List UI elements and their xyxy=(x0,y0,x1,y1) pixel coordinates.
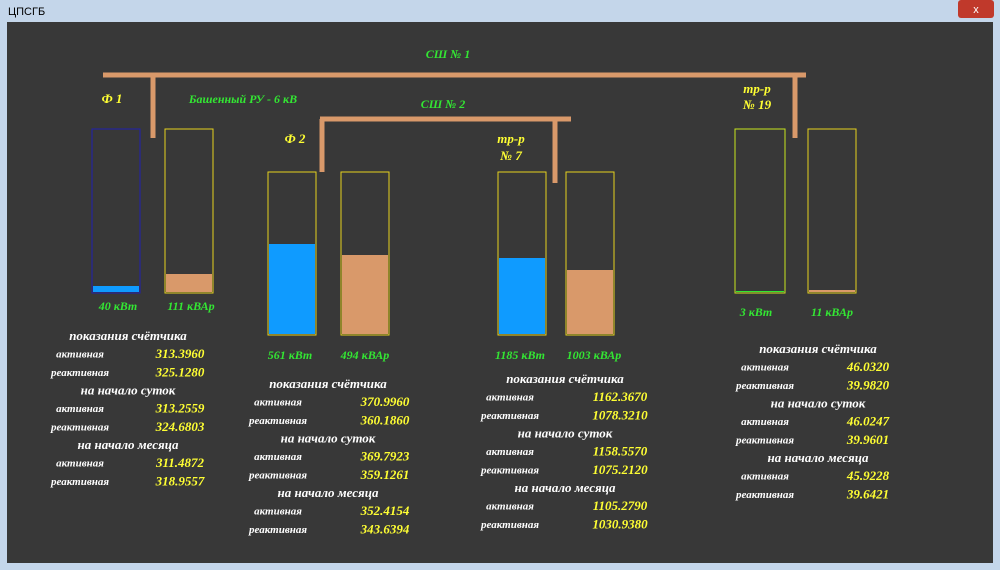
section-title: на начало месяца xyxy=(768,450,869,465)
close-icon: x xyxy=(973,4,979,16)
section-title: на начало месяца xyxy=(78,437,179,452)
gauge-fill xyxy=(342,255,388,334)
row-value: 325.1280 xyxy=(155,364,205,379)
gauge-fill xyxy=(809,290,855,292)
row-label: активная xyxy=(486,501,534,513)
gauge xyxy=(91,128,141,294)
row-label: активная xyxy=(254,451,302,463)
gauge xyxy=(164,128,214,294)
row-label: реактивная xyxy=(50,476,109,488)
gauge-label: 111 кВАр xyxy=(167,299,214,313)
section-title: на начало суток xyxy=(81,383,176,398)
gauge xyxy=(565,171,615,336)
feeder-label: Ф 2 xyxy=(285,131,306,146)
gauge-fill xyxy=(736,291,784,292)
gauge-label: 40 кВт xyxy=(98,299,138,313)
transformer-label: № 7 xyxy=(499,148,522,163)
row-label: активная xyxy=(56,349,104,361)
row-value: 1105.2790 xyxy=(593,498,648,513)
transformer-label: тр-р xyxy=(743,81,771,96)
row-value: 1162.3670 xyxy=(593,389,648,404)
section-title: показания счётчика xyxy=(269,376,387,391)
row-label: реактивная xyxy=(248,524,307,536)
gauge xyxy=(734,128,786,294)
row-label: реактивная xyxy=(735,434,794,446)
row-value: 359.1261 xyxy=(360,467,410,482)
row-value: 343.6394 xyxy=(360,521,410,536)
row-value: 39.9820 xyxy=(846,377,890,392)
gauge xyxy=(340,171,390,336)
section-title: показания счётчика xyxy=(759,341,877,356)
row-value: 318.9557 xyxy=(155,473,205,488)
row-value: 39.9601 xyxy=(846,432,889,447)
station-label: Башенный РУ - 6 кВ xyxy=(188,92,297,106)
row-label: активная xyxy=(741,362,789,374)
row-label: реактивная xyxy=(50,367,109,379)
gauge xyxy=(807,128,857,294)
row-label: активная xyxy=(486,392,534,404)
gauge-label: 11 кВАр xyxy=(811,305,853,319)
row-label: реактивная xyxy=(248,469,307,481)
window-title: ЦПСГБ xyxy=(8,6,45,18)
row-label: реактивная xyxy=(480,410,539,422)
row-label: активная xyxy=(254,397,302,409)
row-label: реактивная xyxy=(480,464,539,476)
row-label: активная xyxy=(254,506,302,518)
row-value: 1078.3210 xyxy=(592,407,648,422)
row-value: 313.2559 xyxy=(155,401,205,416)
gauge xyxy=(497,171,547,336)
section-title: на начало месяца xyxy=(278,485,379,500)
row-label: реактивная xyxy=(50,421,109,433)
row-label: реактивная xyxy=(248,415,307,427)
transformer-label: тр-р xyxy=(497,131,525,146)
row-value: 369.7923 xyxy=(360,449,410,464)
row-value: 46.0247 xyxy=(846,414,890,429)
gauge-fill xyxy=(269,244,315,334)
row-label: активная xyxy=(56,403,104,415)
gauge-fill xyxy=(166,274,212,292)
gauge-label: 561 кВт xyxy=(268,348,313,362)
gauge-fill xyxy=(567,270,613,334)
row-value: 352.4154 xyxy=(360,503,410,518)
gauge-label: 1003 кВАр xyxy=(567,348,622,362)
close-button[interactable] xyxy=(958,0,994,18)
row-value: 45.9228 xyxy=(846,468,890,483)
row-label: реактивная xyxy=(480,519,539,531)
row-value: 46.0320 xyxy=(846,359,890,374)
row-value: 1030.9380 xyxy=(592,516,648,531)
row-label: реактивная xyxy=(735,489,794,501)
section-title: на начало суток xyxy=(771,396,866,411)
feeder-label: Ф 1 xyxy=(102,91,123,106)
row-label: активная xyxy=(741,416,789,428)
row-value: 324.6803 xyxy=(155,419,205,434)
transformer-label: № 19 xyxy=(742,97,772,112)
bus-label: СШ № 1 xyxy=(426,47,471,61)
row-label: реактивная xyxy=(735,380,794,392)
row-value: 313.3960 xyxy=(155,346,205,361)
row-label: активная xyxy=(56,458,104,470)
row-value: 1075.2120 xyxy=(592,462,648,477)
gauge-fill xyxy=(93,286,139,292)
section-title: на начало суток xyxy=(518,426,613,441)
gauge-label: 494 кВАр xyxy=(340,348,390,362)
section-title: показания счётчика xyxy=(69,328,187,343)
gauge-label: 1185 кВт xyxy=(495,348,545,362)
gauge-fill xyxy=(499,258,545,334)
row-label: активная xyxy=(486,446,534,458)
row-value: 370.9960 xyxy=(360,394,410,409)
row-value: 39.6421 xyxy=(846,486,889,501)
section-title: показания счётчика xyxy=(506,371,624,386)
section-title: на начало месяца xyxy=(515,480,616,495)
row-value: 360.1860 xyxy=(360,412,410,427)
section-title: на начало суток xyxy=(281,431,376,446)
gauge-label: 3 кВт xyxy=(739,305,773,319)
gauge xyxy=(267,171,317,336)
row-value: 1158.5570 xyxy=(593,444,648,459)
row-value: 311.4872 xyxy=(155,455,205,470)
row-label: активная xyxy=(741,471,789,483)
bus-label: СШ № 2 xyxy=(421,97,466,111)
